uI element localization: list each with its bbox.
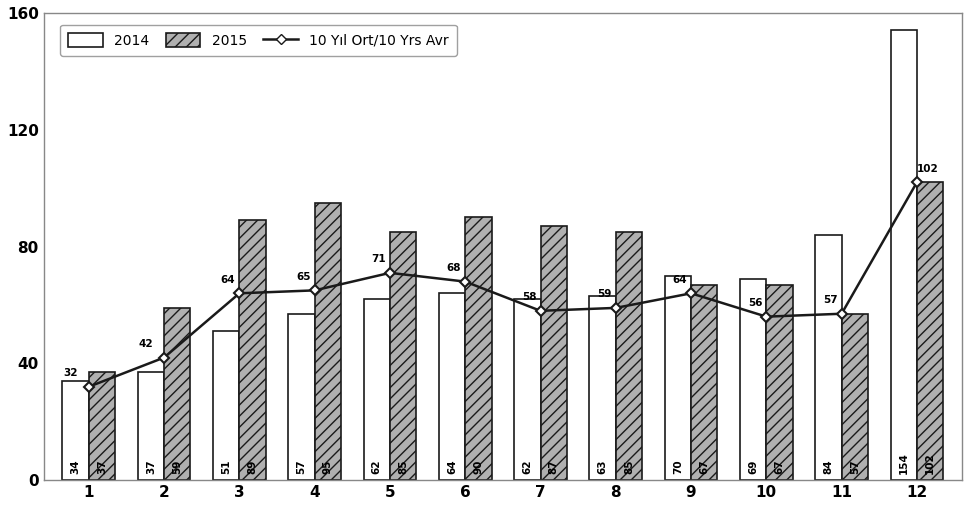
Text: 42: 42: [139, 339, 153, 349]
Text: 102: 102: [918, 164, 939, 173]
Bar: [589, 296, 615, 480]
Bar: [515, 299, 541, 480]
Bar: [766, 284, 793, 480]
Text: 64: 64: [672, 274, 687, 284]
Text: 95: 95: [323, 460, 332, 475]
Text: 102: 102: [925, 453, 935, 475]
Bar: [164, 308, 191, 480]
Bar: [289, 314, 315, 480]
Bar: [541, 226, 567, 480]
Text: 58: 58: [522, 292, 537, 302]
Bar: [439, 293, 465, 480]
Text: 56: 56: [748, 298, 763, 308]
Bar: [691, 284, 717, 480]
Bar: [315, 203, 341, 480]
Bar: [815, 235, 842, 480]
Text: 65: 65: [297, 272, 311, 281]
Text: 63: 63: [598, 460, 608, 475]
Text: 67: 67: [774, 460, 785, 475]
Text: 84: 84: [824, 460, 833, 475]
Bar: [842, 314, 868, 480]
Text: 70: 70: [672, 460, 683, 475]
Text: 32: 32: [64, 368, 78, 378]
Text: 37: 37: [146, 460, 156, 475]
Text: 85: 85: [624, 460, 634, 475]
Text: 87: 87: [548, 460, 559, 475]
Text: 67: 67: [700, 460, 709, 475]
Text: 57: 57: [297, 460, 306, 475]
Legend: 2014, 2015, 10 Yıl Ort/10 Yrs Avr: 2014, 2015, 10 Yıl Ort/10 Yrs Avr: [60, 24, 457, 56]
Text: 71: 71: [371, 254, 386, 264]
Text: 62: 62: [522, 460, 532, 475]
Text: 57: 57: [850, 460, 860, 475]
Text: 57: 57: [823, 295, 837, 305]
Text: 68: 68: [447, 263, 461, 273]
Bar: [213, 331, 239, 480]
Text: 90: 90: [474, 460, 484, 475]
Bar: [917, 183, 943, 480]
Bar: [891, 30, 917, 480]
Text: 154: 154: [898, 452, 909, 475]
Text: 59: 59: [597, 289, 611, 299]
Bar: [89, 372, 115, 480]
Text: 85: 85: [398, 460, 408, 475]
Bar: [465, 218, 491, 480]
Text: 64: 64: [221, 274, 235, 284]
Bar: [239, 220, 266, 480]
Bar: [615, 232, 642, 480]
Bar: [138, 372, 164, 480]
Text: 37: 37: [97, 460, 107, 475]
Text: 62: 62: [372, 460, 382, 475]
Text: 51: 51: [221, 460, 232, 475]
Text: 89: 89: [247, 460, 258, 475]
Text: 59: 59: [172, 460, 182, 475]
Text: 64: 64: [447, 460, 457, 475]
Text: 69: 69: [748, 460, 758, 475]
Bar: [62, 381, 89, 480]
Bar: [363, 299, 390, 480]
Bar: [740, 279, 766, 480]
Bar: [665, 276, 691, 480]
Text: 34: 34: [71, 460, 80, 475]
Bar: [390, 232, 417, 480]
